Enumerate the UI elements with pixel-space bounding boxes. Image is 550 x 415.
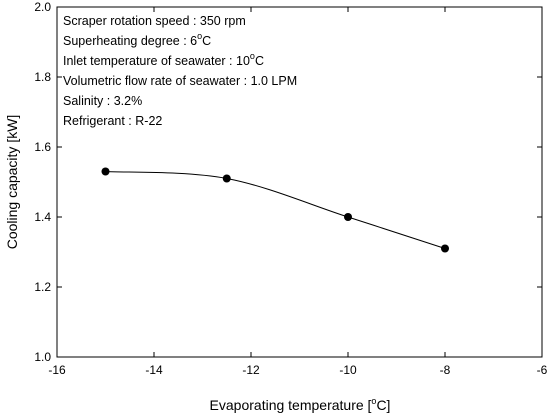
annotation-line: Refrigerant : R-22	[63, 114, 162, 128]
data-point	[344, 213, 352, 221]
y-tick-label: 1.4	[34, 210, 51, 224]
x-axis-title: Evaporating temperature [oC]	[210, 396, 391, 413]
y-tick-label: 1.6	[34, 140, 51, 154]
annotation-line: Inlet temperature of seawater : 10oC	[63, 51, 264, 68]
annotation-line: Superheating degree : 6oC	[63, 31, 211, 48]
x-tick-label: -10	[339, 363, 357, 377]
plot-frame	[56, 6, 543, 358]
ticks-group: -16 -14 -12 -10 -8 -6 1.0 1.2 1.4 1.6 1.8 2.0	[34, 0, 547, 377]
x-tick-label: -8	[440, 363, 451, 377]
annotation-line: Salinity : 3.2%	[63, 94, 142, 108]
series-line	[105, 171, 446, 249]
annotation-line: Scraper rotation speed : 350 rpm	[63, 14, 246, 28]
data-point	[101, 167, 110, 176]
y-axis-title: Cooling capacity [kW]	[4, 115, 20, 250]
x-tick-label: -12	[242, 363, 260, 377]
annotation-group: Scraper rotation speed : 350 rpm Superhea…	[63, 14, 297, 128]
data-point	[222, 174, 231, 183]
y-tick-label: 1.8	[34, 70, 51, 84]
y-tick-label: 2.0	[34, 0, 51, 14]
annotation-line: Volumetric flow rate of seawater : 1.0 L…	[63, 74, 297, 88]
series-markers	[101, 167, 449, 253]
x-tick-label: -6	[537, 363, 548, 377]
x-tick-label: -16	[48, 363, 66, 377]
x-tick-label: -14	[145, 363, 163, 377]
y-tick-label: 1.0	[34, 350, 51, 364]
y-tick-label: 1.2	[34, 280, 51, 294]
data-point	[441, 244, 449, 253]
